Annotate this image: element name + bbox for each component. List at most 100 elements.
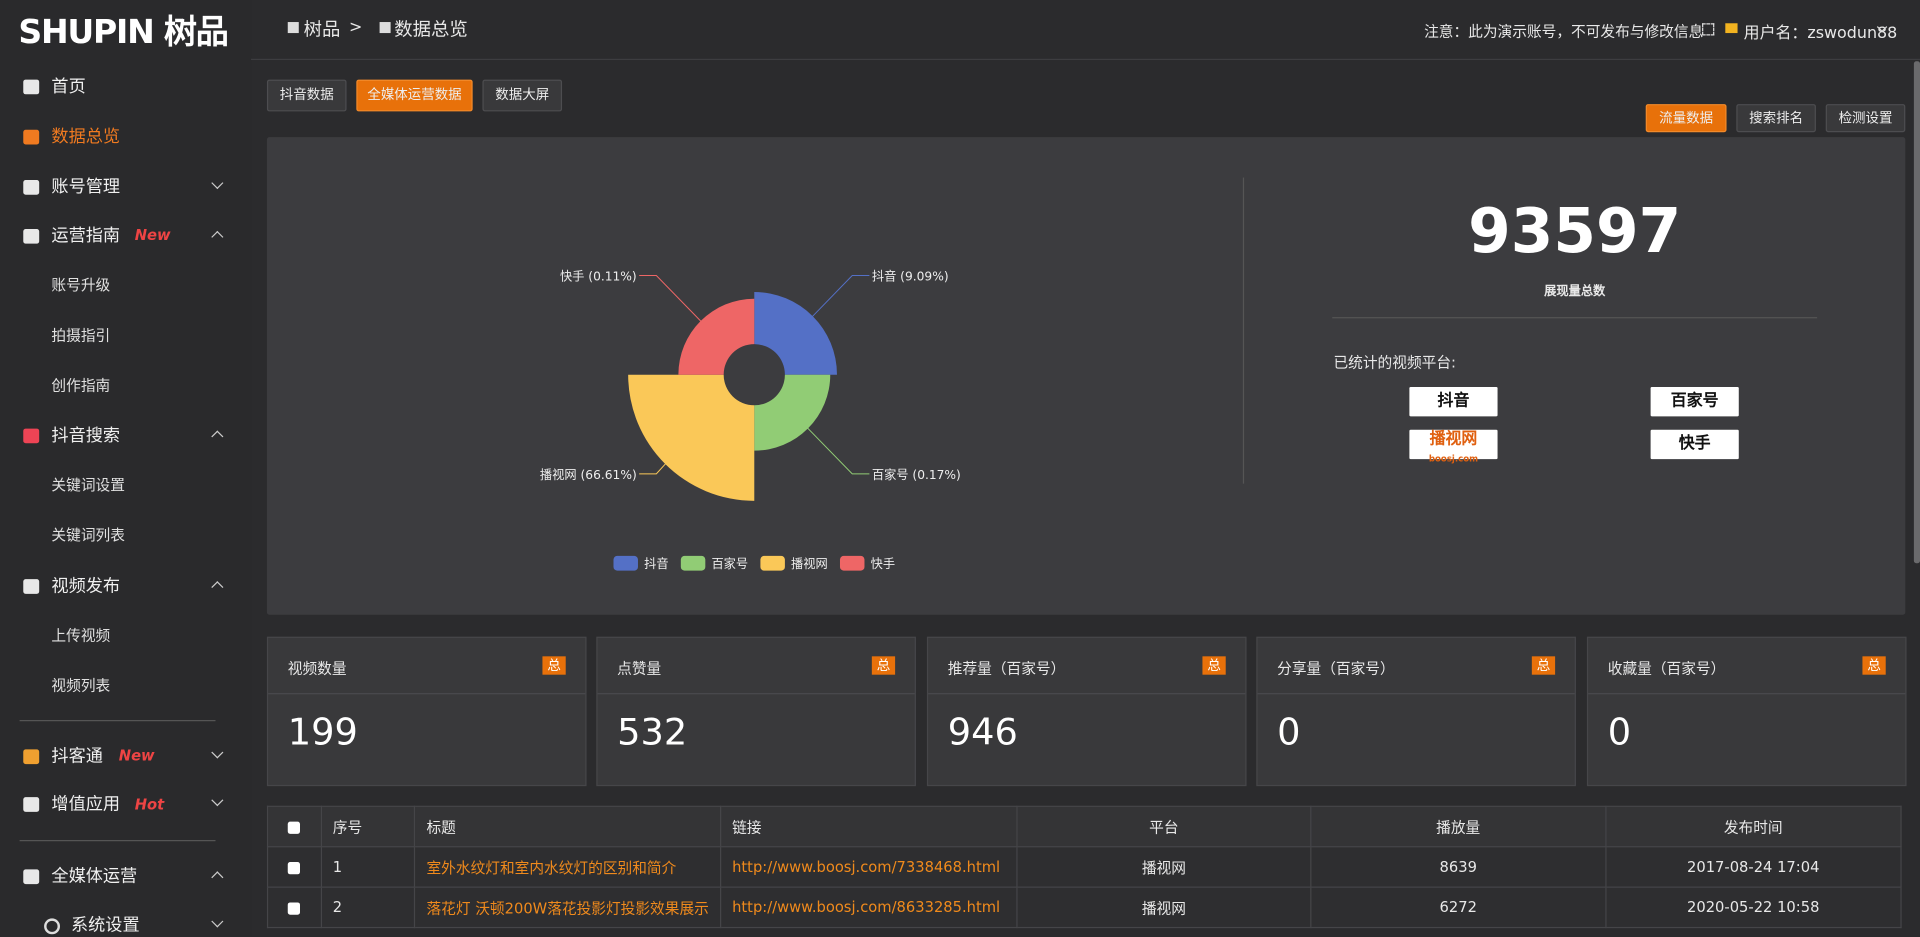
rose-slice bbox=[628, 374, 755, 501]
submenu-item[interactable]: 创作指南 bbox=[51, 377, 111, 395]
stat-badge: 总 bbox=[871, 656, 896, 675]
sidebar bbox=[0, 0, 252, 937]
cell[interactable]: http://www.boosj.com/8633285.html bbox=[719, 886, 1018, 929]
icon bbox=[379, 22, 391, 34]
submenu-item[interactable]: 上传视频 bbox=[51, 626, 111, 645]
breadcrumb[interactable]: 树品 bbox=[303, 18, 341, 41]
tab[interactable]: 数据大屏 bbox=[482, 79, 563, 112]
tab-active[interactable]: 全媒体运营数据 bbox=[356, 79, 473, 112]
cell: 2017-08-24 17:04 bbox=[1604, 846, 1902, 888]
stat-label: 收藏量（百家号） bbox=[1607, 660, 1726, 678]
menu-item[interactable]: 首页 bbox=[51, 77, 86, 97]
cell: 2020-05-22 10:58 bbox=[1604, 886, 1902, 929]
cell[interactable]: 落花灯 沃顿200W落花投影灯投影效果展示 bbox=[414, 886, 722, 929]
legend-swatch bbox=[613, 555, 638, 571]
checkbox[interactable] bbox=[288, 821, 301, 834]
submenu-item[interactable]: 关键词设置 bbox=[51, 476, 125, 494]
gear-icon bbox=[44, 918, 61, 935]
stat-badge: 总 bbox=[1862, 656, 1886, 675]
header-cell: 发布时间 bbox=[1604, 805, 1902, 848]
platform-logo: 百家号 bbox=[1650, 386, 1739, 417]
rose-slice bbox=[678, 298, 755, 375]
submenu-item[interactable]: 拍摄指引 bbox=[51, 326, 111, 345]
slice-label: 百家号 (0.17%) bbox=[872, 467, 961, 482]
checkbox[interactable] bbox=[288, 861, 301, 874]
stat-badge: 总 bbox=[1531, 656, 1556, 675]
slice-label: 快手 (0.11%) bbox=[560, 269, 637, 283]
divider bbox=[1332, 317, 1818, 319]
scrollbar[interactable] bbox=[1913, 61, 1920, 564]
cell: 2 bbox=[320, 886, 416, 929]
stat-value: 199 bbox=[287, 711, 358, 755]
menu-item[interactable]: 账号管理 bbox=[51, 177, 121, 198]
menu-item-active[interactable]: 数据总览 bbox=[51, 127, 121, 147]
cell bbox=[266, 886, 322, 929]
cell: 1 bbox=[320, 846, 416, 888]
rose-chart: 抖音 (9.09%) 百家号 (0.17%) 播视网 (66.61%) 快手 (0.1… bbox=[540, 268, 961, 571]
subtab[interactable]: 搜索排名 bbox=[1736, 104, 1816, 133]
stat-card: 点赞量 总 532 bbox=[596, 636, 916, 787]
card-divider bbox=[928, 693, 1246, 695]
legend-swatch bbox=[760, 555, 785, 571]
subtab-active[interactable]: 流量数据 bbox=[1645, 104, 1727, 133]
card-divider bbox=[268, 693, 586, 695]
icon bbox=[23, 129, 40, 145]
header-cell: 序号 bbox=[320, 805, 416, 848]
header-cell: 播放量 bbox=[1310, 805, 1607, 848]
cell[interactable]: 室外水纹灯和室内水纹灯的区别和简介 bbox=[414, 846, 722, 888]
divider bbox=[19, 840, 216, 842]
logo-cn: 树品 bbox=[163, 13, 229, 52]
data-table: 序号 标题 链接 平台 播放量 发布时间 1 室外水纹灯和室内水纹灯的区别和简介 http:/… bbox=[266, 805, 1902, 929]
leader-line bbox=[639, 275, 705, 325]
stat-value: 0 bbox=[1607, 711, 1632, 755]
leader-line bbox=[804, 424, 870, 475]
menu-item[interactable]: 抖客通 bbox=[51, 746, 103, 767]
stat-value: 0 bbox=[1277, 711, 1301, 755]
card-divider bbox=[1257, 693, 1575, 695]
leader-line bbox=[808, 275, 870, 321]
leader-line bbox=[639, 460, 669, 475]
menu-item[interactable]: 增值应用 bbox=[51, 794, 121, 815]
stat-card: 分享量（百家号） 总 0 bbox=[1256, 636, 1576, 787]
tab[interactable]: 抖音数据 bbox=[266, 79, 347, 112]
platforms-title: 已统计的视频平台: bbox=[1333, 353, 1456, 372]
menu-item[interactable]: 全媒体运营 bbox=[51, 866, 138, 887]
cell[interactable]: http://www.boosj.com/7338468.html bbox=[719, 846, 1018, 888]
subtab[interactable]: 检测设置 bbox=[1825, 104, 1906, 133]
header-cell: 链接 bbox=[719, 805, 1018, 848]
stat-label: 推荐量（百家号） bbox=[947, 660, 1066, 678]
stat-card: 推荐量（百家号） 总 946 bbox=[926, 636, 1247, 787]
stat-card: 收藏量（百家号） 总 0 bbox=[1586, 636, 1907, 787]
icon bbox=[23, 797, 40, 812]
stat-label: 点赞量 bbox=[617, 660, 662, 678]
checkbox[interactable] bbox=[288, 901, 301, 915]
submenu-item[interactable]: 视频列表 bbox=[51, 677, 111, 695]
platform-domain: boosj.com bbox=[1428, 454, 1479, 465]
platform-logo: 快手 bbox=[1650, 429, 1739, 460]
badge: New bbox=[134, 226, 171, 244]
rose-slice bbox=[754, 374, 831, 451]
stat-label: 分享量（百家号） bbox=[1277, 660, 1395, 678]
menu-item[interactable]: 视频发布 bbox=[51, 576, 121, 597]
platform-logo: 抖音 bbox=[1409, 386, 1498, 417]
header-cell bbox=[266, 805, 322, 848]
stat-badge: 总 bbox=[1202, 656, 1226, 675]
cell: 播视网 bbox=[1016, 846, 1312, 888]
menu-item[interactable]: 系统设置 bbox=[71, 915, 140, 936]
icon bbox=[23, 579, 40, 594]
menu-item[interactable]: 运营指南 bbox=[51, 226, 121, 247]
cell bbox=[266, 846, 322, 888]
user-name[interactable]: 用户名：zswodun88 bbox=[1743, 24, 1898, 43]
table-body: 1 室外水纹灯和室内水纹灯的区别和简介 http://www.boosj.com/7… bbox=[266, 846, 1902, 929]
submenu-item[interactable]: 关键词列表 bbox=[51, 526, 125, 544]
fullscreen-icon[interactable] bbox=[1702, 23, 1715, 36]
legend-label: 百家号 bbox=[711, 556, 748, 571]
legend-label: 快手 bbox=[871, 557, 895, 571]
table-header: 序号 标题 链接 平台 播放量 发布时间 bbox=[266, 805, 1902, 848]
icon bbox=[23, 180, 40, 195]
menu-item[interactable]: 抖音搜索 bbox=[51, 426, 121, 446]
breadcrumb: 数据总览 bbox=[394, 18, 468, 41]
legend-swatch bbox=[680, 555, 706, 571]
submenu-item[interactable]: 账号升级 bbox=[51, 276, 111, 294]
